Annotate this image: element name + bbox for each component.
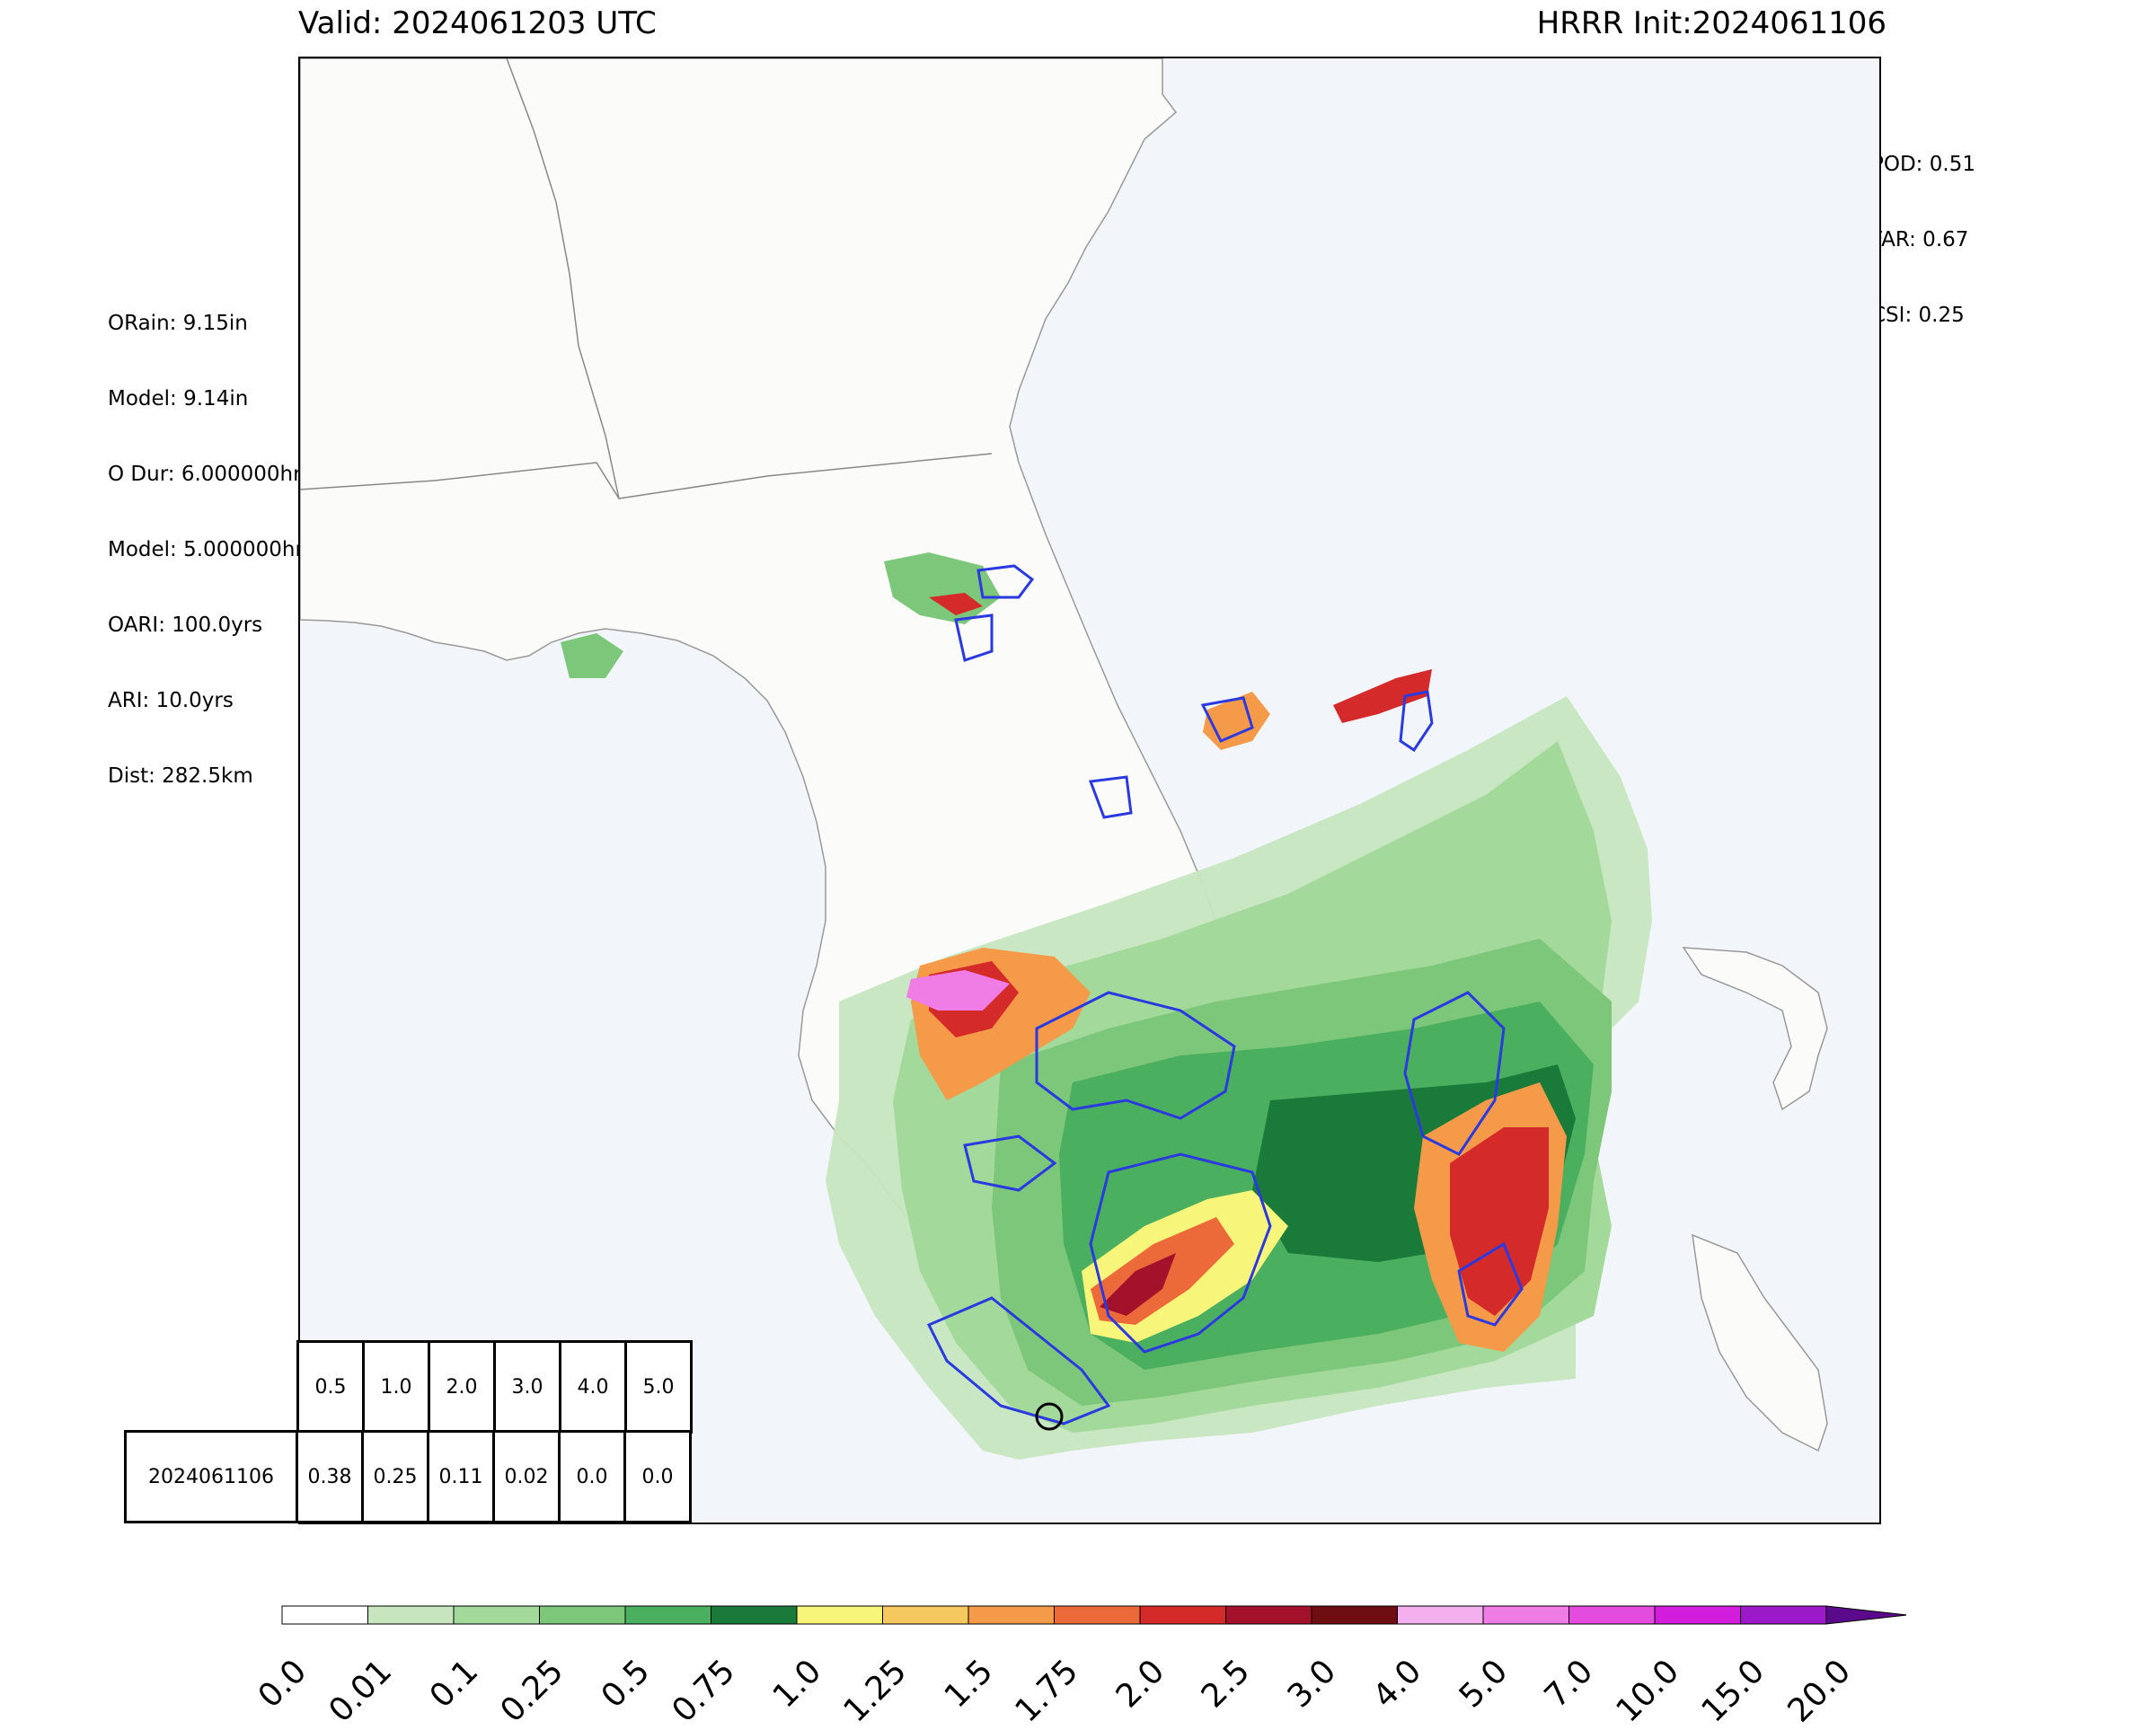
observed-contour [976,564,1035,599]
colorbar-tick-label: 1.0 [765,1653,828,1716]
distance-stat: Dist: 282.5km [108,764,253,788]
init-date-cell: 2024061106 [124,1430,298,1523]
precip-core [929,593,983,615]
precip-core [561,633,623,678]
colorbar-segment [1654,1605,1741,1625]
colorbar-tick-label: 2.5 [1195,1653,1258,1716]
threshold-cell: 1.0 [362,1340,430,1434]
observed-contour [1035,991,1236,1120]
colorbar-tick-label: 1.5 [937,1653,1000,1716]
colorbar-tick-label: 15.0 [1694,1653,1772,1730]
colorbar-segment [1139,1605,1226,1625]
threshold-header-table: 0.5 1.0 2.0 3.0 4.0 5.0 [296,1340,693,1434]
score-cell: 0.02 [492,1430,561,1523]
colorbar-segment [281,1605,368,1625]
colorbar-segment [1740,1605,1827,1625]
colorbar-tick-label: 3.0 [1280,1653,1343,1716]
table-row: 2024061106 0.38 0.25 0.11 0.02 0.0 0.0 [124,1430,692,1523]
far-stat: FAR: 0.67 [1871,228,1969,252]
colorbar-segment [882,1605,969,1625]
score-cell: 0.11 [427,1430,495,1523]
precipitation-map[interactable] [298,57,1881,1524]
observed-contour [954,613,994,662]
observed-contour [1403,991,1506,1156]
island [1682,947,1828,1111]
colorbar-segment [796,1605,883,1625]
colorbar-segment [1054,1605,1141,1625]
observed-contour [1399,690,1434,753]
observed-duration-stat: O Dur: 6.000000hrs [108,463,313,486]
colorbar [281,1605,1906,1625]
threshold-cell: 0.5 [296,1340,365,1434]
observed-contour [926,1296,1111,1425]
observed-contour [1089,1152,1272,1354]
colorbar-tick-label: 0.1 [422,1653,485,1716]
colorbar-segment [367,1605,455,1625]
colorbar-tick-label: 7.0 [1538,1653,1601,1716]
threshold-cell: 5.0 [624,1340,693,1434]
precip-core [1333,669,1432,723]
observed-ari-stat: OARI: 100.0yrs [108,613,263,637]
state-border [300,453,993,499]
colorbar-segment [1568,1605,1656,1625]
rain-stats-panel: ORain: 9.15in Model: 9.14in O Dur: 6.000… [108,260,314,814]
precip-core [906,970,1010,1011]
observed-contour [1088,775,1133,819]
precip-core [1450,1127,1549,1316]
colorbar-segment [1311,1605,1398,1625]
observed-contour [1200,696,1254,743]
colorbar-tick-label: 4.0 [1366,1653,1429,1716]
location-marker [1035,1402,1064,1431]
colorbar-tick-label: 0.25 [493,1653,571,1730]
model-ari-stat: ARI: 10.0yrs [108,689,234,712]
colorbar-tick-label: 0.5 [594,1653,657,1716]
colorbar-tick-label: 2.0 [1109,1653,1171,1716]
colorbar-segment [539,1605,626,1625]
colorbar-tick-label: 1.75 [1008,1653,1086,1730]
colorbar-segment [1482,1605,1569,1625]
score-cell: 0.0 [623,1430,692,1523]
colorbar-tick-label: 0.0 [251,1653,314,1716]
score-table: 2024061106 0.38 0.25 0.11 0.02 0.0 0.0 [124,1430,692,1523]
colorbar-segment [711,1605,798,1625]
precip-core [1100,1253,1176,1316]
threshold-cell: 4.0 [559,1340,627,1434]
state-border [506,58,620,499]
colorbar-segment [453,1605,540,1625]
score-cell: 0.0 [558,1430,626,1523]
observed-contour [1457,1241,1524,1327]
colorbar-segment [1397,1605,1484,1625]
pod-stat: POD: 0.51 [1871,153,1975,176]
colorbar-segment [624,1605,711,1625]
colorbar-segment [1225,1605,1312,1625]
observed-contour [963,1134,1057,1192]
valid-time-label: Valid: 2024061203 UTC [298,5,657,41]
verification-stats-panel: POD: 0.51 FAR: 0.67 CSI: 0.25 [1871,102,1975,353]
observed-contours [926,564,1524,1425]
threshold-cell: 3.0 [493,1340,561,1434]
island [1692,1233,1828,1452]
observed-rain-stat: ORain: 9.15in [108,312,248,335]
score-cell: 0.38 [296,1430,364,1523]
colorbar-tick-label: 1.25 [836,1653,915,1730]
colorbar-tick-label: 0.75 [665,1653,743,1730]
init-time-label: HRRR Init:2024061106 [1536,5,1886,41]
colorbar-tick-label: 5.0 [1452,1653,1515,1716]
colorbar-tick-label: 0.01 [322,1653,400,1730]
model-rain-stat: Model: 9.14in [108,387,249,410]
colorbar-extend-arrow [1825,1605,1906,1625]
threshold-cell: 2.0 [428,1340,496,1434]
colorbar-segment [968,1605,1055,1625]
colorbar-tick-label: 10.0 [1609,1653,1686,1730]
model-duration-stat: Model: 5.000000hrs [108,538,314,561]
map-canvas [300,58,1828,1460]
precip-core [1203,692,1270,750]
score-cell: 0.25 [361,1430,429,1523]
colorbar-tick-label: 20.0 [1780,1653,1858,1730]
csi-stat: CSI: 0.25 [1871,304,1965,327]
